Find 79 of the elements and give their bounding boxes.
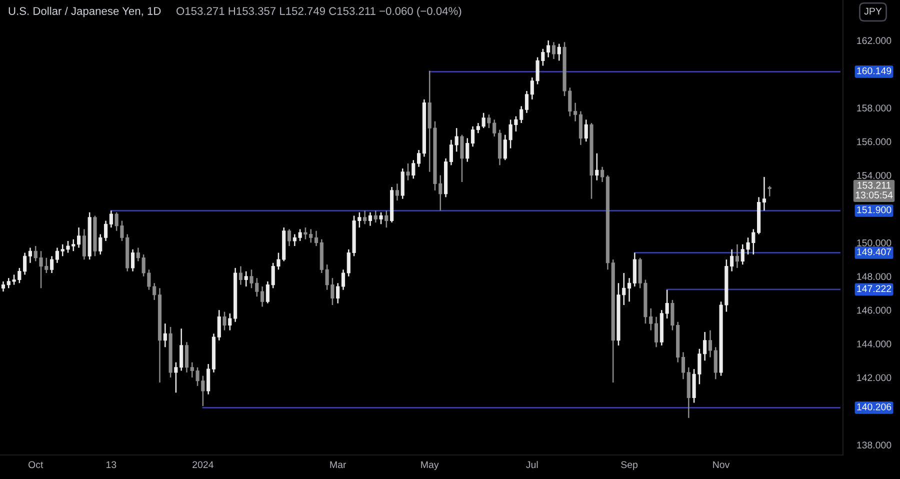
candlestick bbox=[368, 212, 372, 226]
candlestick bbox=[287, 228, 292, 247]
candlestick bbox=[584, 119, 588, 142]
candlestick bbox=[470, 126, 475, 148]
candlestick bbox=[466, 138, 470, 162]
candlestick bbox=[632, 252, 636, 288]
data-label: 160.149 bbox=[857, 67, 892, 74]
data-label: 151.900 bbox=[857, 206, 892, 214]
candlestick bbox=[460, 134, 464, 183]
candlestick bbox=[336, 282, 340, 304]
candlestick bbox=[400, 168, 404, 200]
x-tick-label: May bbox=[421, 461, 439, 470]
y-tick-label: 148.000 bbox=[857, 273, 892, 280]
candlestick bbox=[341, 269, 346, 290]
candlestick bbox=[762, 176, 766, 212]
candlestick bbox=[708, 330, 712, 358]
candlestick bbox=[98, 234, 102, 256]
x-tick-label: 13 bbox=[106, 461, 116, 468]
candlestick bbox=[238, 266, 242, 286]
candlestick bbox=[627, 277, 632, 302]
y-tick-label: 138.000 bbox=[857, 442, 892, 449]
candlestick bbox=[28, 247, 32, 264]
y-tick-label: 142.000 bbox=[857, 374, 892, 382]
candlestick bbox=[552, 42, 556, 60]
candlestick bbox=[109, 210, 113, 228]
y-tick-label: 146.000 bbox=[857, 306, 892, 314]
x-tick-label: Nov bbox=[713, 461, 730, 468]
y-tick-label: 144.000 bbox=[857, 340, 892, 348]
candlestick bbox=[714, 346, 718, 380]
candlestick bbox=[130, 248, 135, 272]
candlestick bbox=[384, 210, 388, 228]
candlestick bbox=[600, 166, 604, 183]
candlestick bbox=[654, 316, 658, 348]
y-tick-label: 158.000 bbox=[857, 104, 892, 112]
candlestick bbox=[206, 363, 210, 395]
candlestick bbox=[260, 286, 264, 308]
candlestick bbox=[217, 309, 221, 342]
data-label: 140.206 bbox=[857, 403, 892, 410]
y-tick-label: 154.000 bbox=[857, 172, 892, 179]
text: U.S. Dollar / Japanese Yen, 1D bbox=[8, 6, 161, 18]
candlestick bbox=[379, 212, 383, 225]
candlestick bbox=[50, 256, 54, 274]
x-tick-label: Jul bbox=[526, 460, 538, 468]
x-tick-label: 2024 bbox=[192, 461, 214, 468]
candlestick bbox=[417, 149, 421, 168]
candlestick bbox=[104, 220, 108, 242]
data-label: 147.222 bbox=[857, 285, 892, 292]
candlestick bbox=[681, 352, 686, 380]
data-label: 149.407 bbox=[857, 248, 892, 256]
text: O153.271 H153.357 L152.749 C153.211 −0.060 (−0.04%) bbox=[176, 6, 462, 18]
y-tick-label: 162.000 bbox=[857, 37, 892, 44]
candlestick bbox=[55, 247, 59, 264]
candlestick bbox=[222, 311, 226, 331]
y-tick-label: 156.000 bbox=[857, 138, 892, 146]
candlestick bbox=[524, 90, 529, 114]
candlestick bbox=[412, 159, 416, 180]
candlestick bbox=[363, 210, 367, 225]
candlestick bbox=[77, 226, 81, 248]
y-axis-title: JPY bbox=[864, 8, 882, 15]
candlestick bbox=[244, 270, 248, 288]
x-tick-label: Oct bbox=[28, 461, 44, 468]
candlestick bbox=[735, 244, 740, 269]
candlestick bbox=[395, 183, 400, 202]
candlestick bbox=[768, 185, 772, 197]
candlestick bbox=[228, 312, 232, 331]
text: 153.211 13:05:54 bbox=[856, 182, 893, 198]
candlestick bbox=[406, 162, 410, 181]
candlestick bbox=[163, 322, 167, 348]
candlestick bbox=[1, 280, 6, 292]
candlestick bbox=[578, 110, 582, 146]
candlestick bbox=[595, 152, 599, 181]
candlestick bbox=[82, 228, 86, 260]
candlestick bbox=[184, 341, 189, 374]
y-tick-label: 150.000 bbox=[857, 239, 892, 246]
candlestick bbox=[314, 230, 318, 247]
candlestick bbox=[557, 43, 561, 62]
x-tick-label: Mar bbox=[330, 461, 346, 468]
candlestick bbox=[374, 210, 378, 224]
x-tick-label: Sep bbox=[621, 461, 638, 470]
